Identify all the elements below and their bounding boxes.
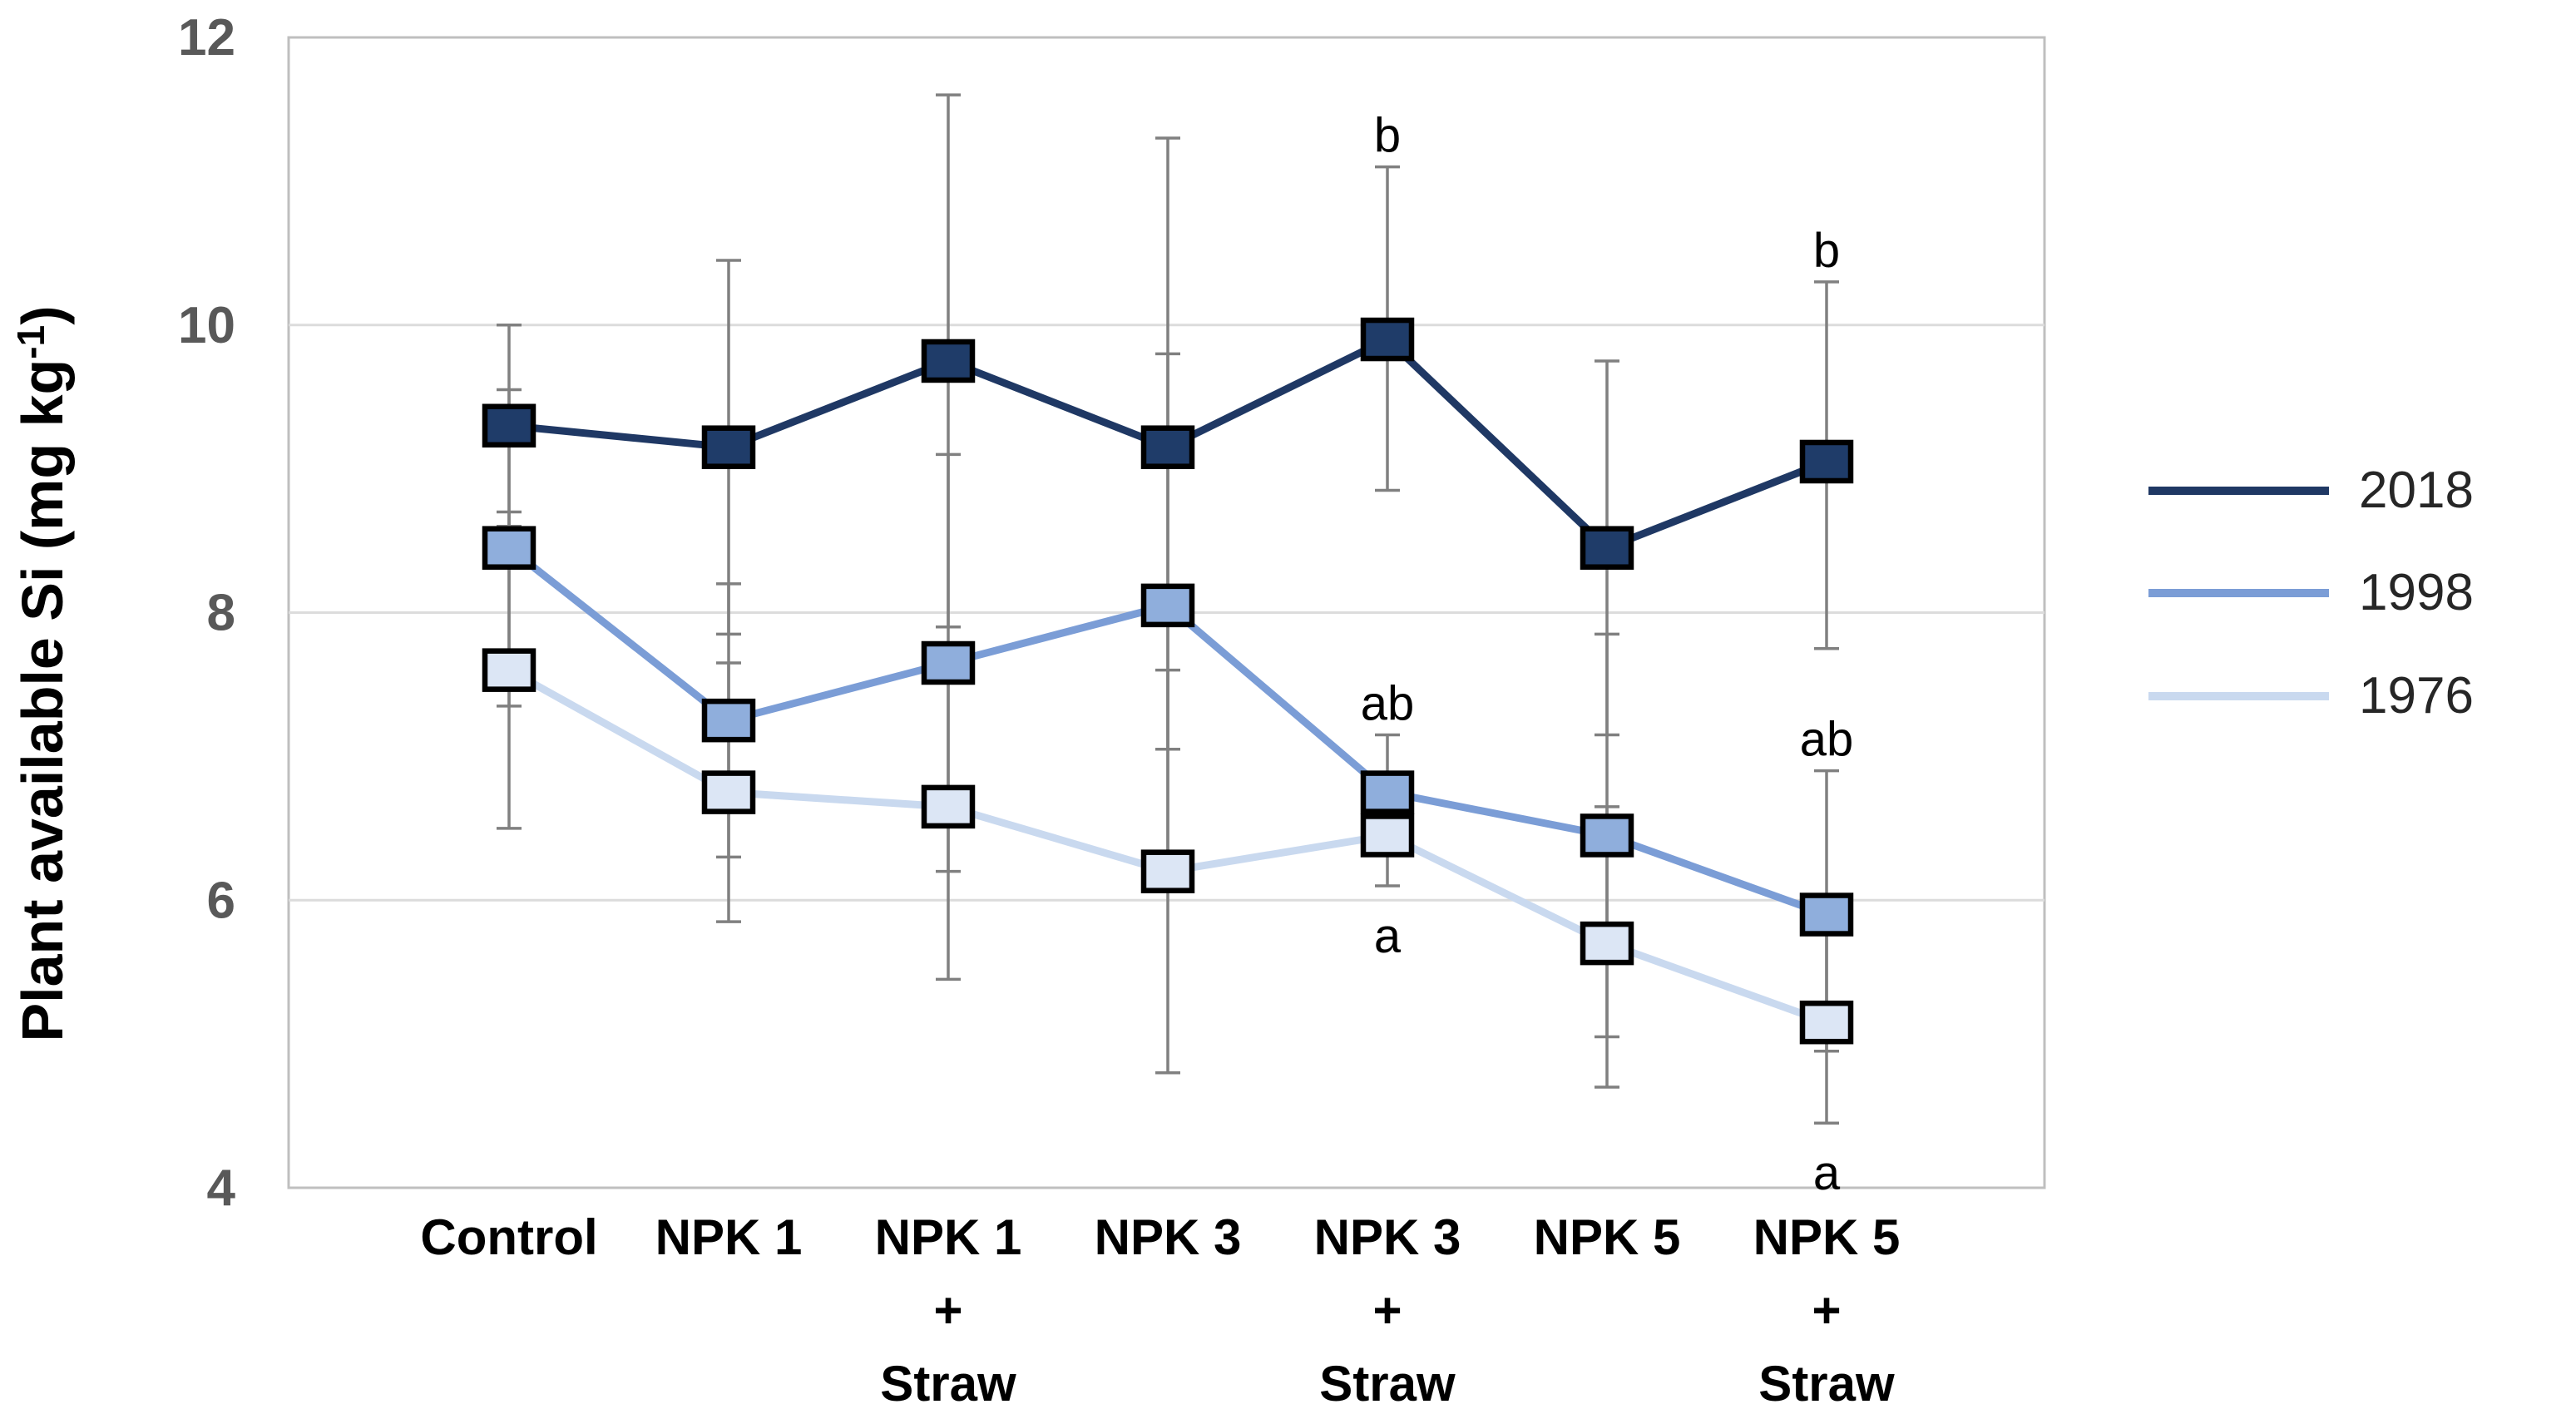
x-category-line: Straw (1758, 1356, 1895, 1412)
marker-2018-npk-5-straw (1799, 439, 1854, 484)
sig-letter-ab-1998: ab (1361, 676, 1415, 730)
marker-2018-npk-1 (701, 425, 756, 469)
x-category-label-npk-1: NPK 1 (655, 1209, 803, 1265)
legend-entry-2018: 2018 (2148, 462, 2474, 519)
marker-1998-npk-5-straw (1799, 892, 1854, 937)
legend-label-1998: 1998 (2359, 564, 2474, 621)
y-tick-label-6: 6 (207, 872, 235, 929)
x-category-line: NPK 5 (1753, 1209, 1901, 1265)
marker-1976-npk-1 (701, 770, 756, 814)
marker-1976-control (482, 648, 536, 692)
x-category-line: Straw (880, 1356, 1016, 1412)
legend-entry-1976: 1976 (2148, 667, 2474, 724)
x-category-label-control: Control (420, 1209, 597, 1265)
x-category-label-npk-5-straw: NPK 5 + Straw (1753, 1209, 1901, 1412)
sig-letter-b-2018: b (1374, 109, 1401, 163)
x-category-line: Straw (1319, 1356, 1456, 1412)
marker-1998-npk-3-straw (1360, 770, 1415, 814)
x-category-line: NPK 1 (875, 1209, 1022, 1265)
x-category-line: NPK 3 (1095, 1209, 1242, 1265)
marker-1998-npk-3 (1140, 583, 1195, 628)
marker-2018-npk-1-straw (921, 339, 976, 383)
sig-letter-ab-1998: ab (1800, 713, 1854, 767)
marker-2018-npk-3 (1140, 425, 1195, 469)
marker-1976-npk-5 (1580, 921, 1634, 966)
y-axis-title: Plant available Si (mg kg-1) (9, 305, 75, 1041)
sig-letter-b-2018: b (1813, 224, 1840, 278)
y-tick-label-8: 8 (207, 585, 235, 642)
x-category-label-npk-1-straw: NPK 1 + Straw (875, 1209, 1022, 1412)
x-category-line: Control (420, 1209, 597, 1265)
y-tick-label-12: 12 (178, 9, 235, 67)
marker-2018-npk-5 (1580, 526, 1634, 570)
marker-2018-control (482, 403, 536, 448)
x-category-label-npk-5: NPK 5 (1534, 1209, 1681, 1265)
x-category-line: NPK 5 (1534, 1209, 1681, 1265)
x-category-line: NPK 3 (1314, 1209, 1461, 1265)
marker-1998-npk-1-straw (921, 640, 976, 685)
sig-letter-a-1976: a (1374, 909, 1402, 963)
marker-1998-control (482, 526, 536, 570)
marker-1998-npk-5 (1580, 813, 1634, 858)
legend-label-2018: 2018 (2359, 462, 2474, 519)
sig-letter-a-1976: a (1813, 1146, 1841, 1200)
marker-1976-npk-3 (1140, 849, 1195, 893)
marker-1976-npk-5-straw (1799, 1000, 1854, 1045)
marker-2018-npk-3-straw (1360, 317, 1415, 362)
x-category-label-npk-3: NPK 3 (1095, 1209, 1242, 1265)
marker-1998-npk-1 (701, 698, 756, 743)
legend-label-1976: 1976 (2359, 667, 2474, 724)
marker-1976-npk-1-straw (921, 784, 976, 829)
x-category-label-npk-3-straw: NPK 3 + Straw (1314, 1209, 1461, 1412)
x-category-line: + (1372, 1283, 1402, 1338)
x-category-line: NPK 1 (655, 1209, 803, 1265)
x-category-line: + (933, 1283, 962, 1338)
marker-1976-npk-3-straw (1360, 813, 1415, 858)
y-tick-label-4: 4 (207, 1159, 236, 1217)
x-category-line: + (1812, 1283, 1841, 1338)
y-tick-label-10: 10 (178, 297, 235, 354)
legend-entry-1998: 1998 (2148, 564, 2474, 621)
